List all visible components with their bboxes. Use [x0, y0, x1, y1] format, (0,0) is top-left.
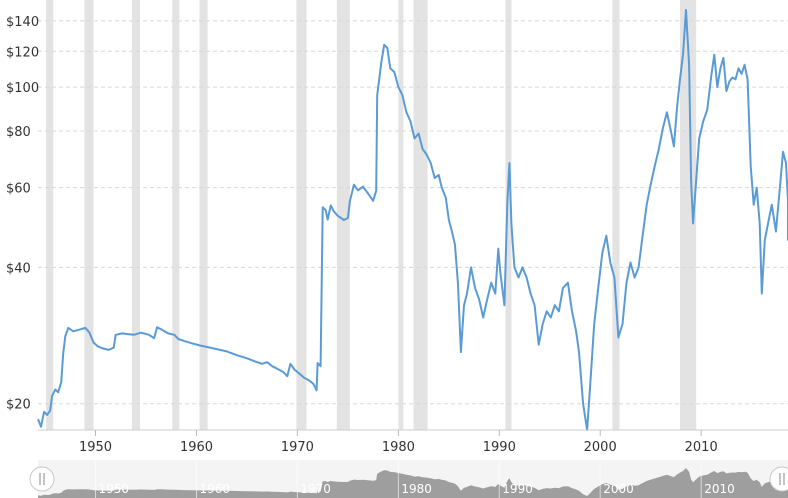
recession-band: [131, 0, 140, 430]
recession-band: [505, 0, 512, 430]
navigator-labels: 1950 1960 1970 1980 1990 2000 2010: [95, 461, 735, 498]
x-tick-label: 1980: [382, 440, 415, 455]
x-tick-label: 1970: [281, 440, 314, 455]
navigator-label: 1990: [502, 482, 533, 496]
recession-band: [398, 0, 404, 430]
x-axis-ticks: 1950 1960 1970 1980 1990 2000 2010: [79, 430, 718, 455]
navigator-handle-left[interactable]: [29, 466, 55, 492]
navigator-label: 1960: [200, 482, 231, 496]
recession-band: [680, 0, 697, 430]
series-line: [37, 9, 788, 431]
y-tick-label: $40: [6, 261, 31, 276]
x-tick-label: 2010: [685, 440, 718, 455]
y-tick-label: $120: [6, 45, 39, 60]
recession-band: [46, 0, 54, 430]
recession-band: [84, 0, 94, 430]
x-tick-label: 1960: [180, 440, 213, 455]
x-tick-label: 1990: [483, 440, 516, 455]
navigator-label: 1950: [99, 482, 130, 496]
recession-band: [172, 0, 180, 430]
y-tick-label: $60: [6, 182, 31, 197]
navigator-label: 1970: [300, 482, 331, 496]
y-tick-label: $20: [6, 398, 31, 413]
navigator[interactable]: 1950 1960 1970 1980 1990 2000 2010: [29, 460, 788, 498]
recession-band: [612, 0, 620, 430]
series-group: [37, 9, 788, 431]
y-axis-labels: $20 $40 $60 $80 $100 $120 $140: [6, 15, 39, 413]
navigator-handle-right[interactable]: [769, 466, 788, 492]
recession-band: [336, 0, 350, 430]
x-tick-label: 1950: [79, 440, 112, 455]
recession-band: [199, 0, 208, 430]
gridlines: [38, 20, 788, 405]
recession-band: [296, 0, 307, 430]
navigator-label: 1980: [401, 482, 432, 496]
y-tick-label: $140: [6, 15, 39, 30]
y-tick-label: $100: [6, 81, 39, 96]
navigator-label: 2010: [704, 482, 735, 496]
recession-bands: [46, 0, 697, 430]
y-tick-label: $80: [6, 125, 31, 140]
navigator-label: 2000: [603, 482, 634, 496]
recession-band: [413, 0, 428, 430]
x-tick-label: 2000: [584, 440, 617, 455]
